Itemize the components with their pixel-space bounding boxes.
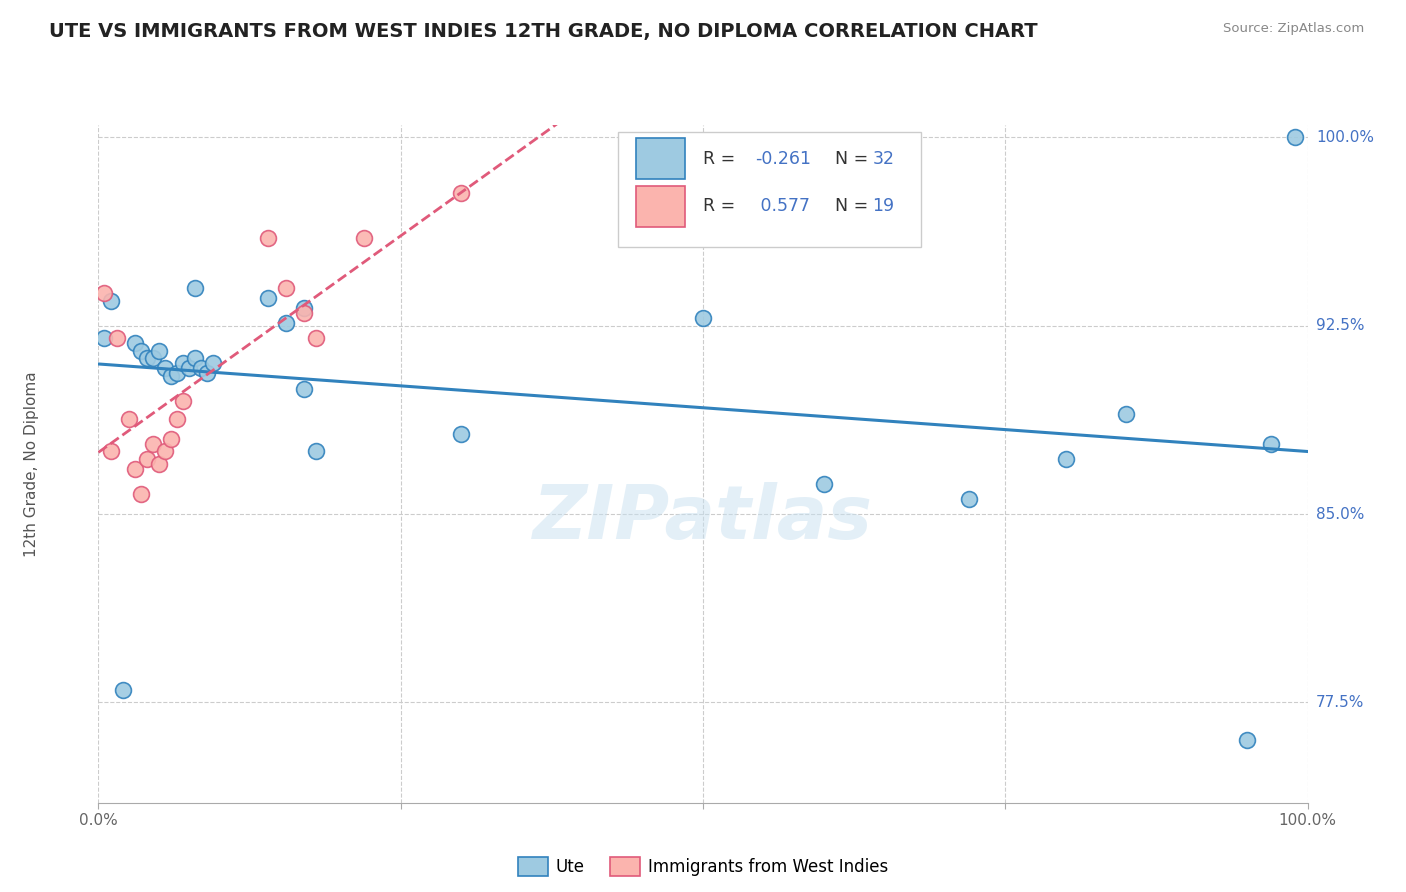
Point — [172, 356, 194, 370]
FancyBboxPatch shape — [637, 138, 685, 179]
Point — [100, 293, 122, 308]
Point — [1284, 130, 1306, 145]
FancyBboxPatch shape — [637, 186, 685, 227]
Point — [274, 316, 297, 330]
Point — [93, 286, 115, 301]
Point — [450, 186, 472, 200]
Point — [124, 336, 146, 351]
Text: R =: R = — [703, 150, 741, 168]
Text: ZIPatlas: ZIPatlas — [533, 482, 873, 555]
Point — [166, 367, 188, 381]
Point — [105, 331, 128, 345]
Point — [1260, 436, 1282, 450]
Point — [118, 411, 141, 425]
Point — [93, 331, 115, 345]
Point — [111, 682, 134, 697]
Point — [142, 436, 165, 450]
Point — [166, 411, 188, 425]
Text: 85.0%: 85.0% — [1316, 507, 1364, 522]
Point — [305, 331, 328, 345]
Point — [160, 368, 183, 383]
Point — [1054, 451, 1077, 466]
Point — [129, 487, 152, 501]
FancyBboxPatch shape — [619, 132, 921, 247]
Point — [148, 457, 170, 471]
Text: 19: 19 — [872, 197, 894, 215]
Text: UTE VS IMMIGRANTS FROM WEST INDIES 12TH GRADE, NO DIPLOMA CORRELATION CHART: UTE VS IMMIGRANTS FROM WEST INDIES 12TH … — [49, 22, 1038, 41]
Text: 0.577: 0.577 — [755, 197, 810, 215]
Legend: Ute, Immigrants from West Indies: Ute, Immigrants from West Indies — [510, 850, 896, 882]
Point — [153, 444, 176, 458]
Point — [148, 343, 170, 358]
Text: 32: 32 — [872, 150, 894, 168]
Point — [1115, 407, 1137, 421]
Text: 77.5%: 77.5% — [1316, 695, 1364, 710]
Point — [202, 356, 225, 370]
Point — [256, 291, 278, 305]
Point — [292, 301, 315, 315]
Point — [195, 367, 218, 381]
Text: N =: N = — [824, 197, 873, 215]
Point — [172, 394, 194, 409]
Point — [135, 351, 157, 366]
Point — [184, 281, 207, 295]
Text: R =: R = — [703, 197, 741, 215]
Point — [129, 343, 152, 358]
Point — [274, 281, 297, 295]
Text: 100.0%: 100.0% — [1316, 130, 1374, 145]
Text: 92.5%: 92.5% — [1316, 318, 1364, 334]
Point — [692, 311, 714, 326]
Point — [292, 306, 315, 320]
Point — [353, 231, 375, 245]
Point — [1236, 733, 1258, 747]
Point — [153, 361, 176, 376]
Point — [957, 491, 980, 506]
Point — [190, 361, 212, 376]
Text: -0.261: -0.261 — [755, 150, 811, 168]
Point — [160, 432, 183, 446]
Point — [124, 462, 146, 476]
Point — [256, 231, 278, 245]
Text: 12th Grade, No Diploma: 12th Grade, No Diploma — [24, 371, 39, 557]
Point — [184, 351, 207, 366]
Point — [292, 382, 315, 396]
Point — [100, 444, 122, 458]
Point — [177, 361, 201, 376]
Text: Source: ZipAtlas.com: Source: ZipAtlas.com — [1223, 22, 1364, 36]
Point — [135, 451, 157, 466]
Point — [142, 351, 165, 366]
Point — [813, 477, 835, 491]
Text: N =: N = — [824, 150, 873, 168]
Point — [450, 426, 472, 441]
Point — [305, 444, 328, 458]
